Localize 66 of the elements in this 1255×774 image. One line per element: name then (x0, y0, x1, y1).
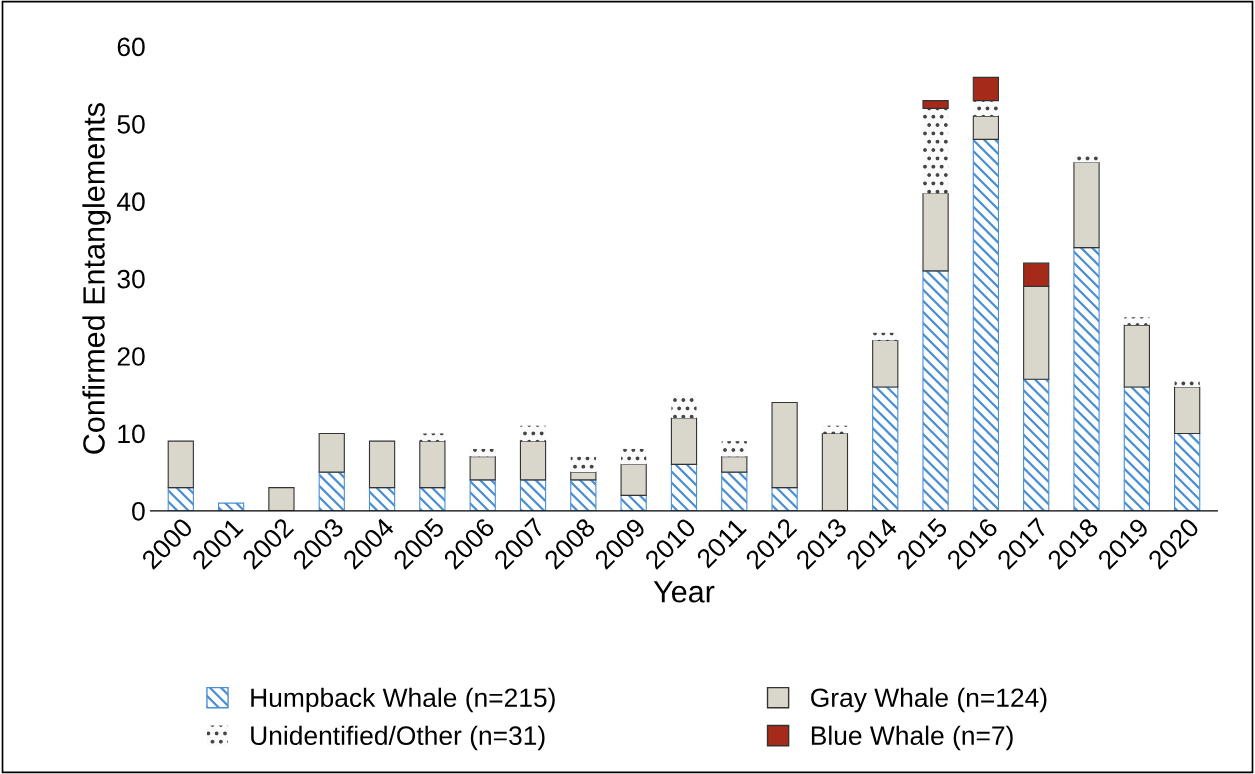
bar (1123, 324, 1150, 388)
legend-label: Unidentified/Other (n=31) (251, 725, 545, 751)
bar (1174, 432, 1201, 511)
bar (1124, 317, 1150, 326)
legend-label: Blue Whale (n=7) (811, 725, 1013, 751)
bar (268, 487, 295, 511)
bar (167, 440, 194, 489)
bar (368, 487, 396, 511)
bar (519, 479, 547, 511)
bar (1073, 247, 1100, 511)
bar (670, 417, 698, 465)
bar (1174, 379, 1200, 387)
bar (1023, 378, 1050, 511)
bar (570, 471, 597, 481)
bar (872, 340, 899, 388)
bar (1073, 161, 1100, 249)
bar (771, 487, 798, 511)
bar (972, 138, 1000, 511)
bar (771, 401, 798, 489)
bar (922, 100, 949, 109)
bar (872, 386, 899, 511)
y-tick-label: 20 (117, 347, 145, 366)
bar (419, 487, 446, 511)
bar (922, 270, 949, 511)
y-tick-label: 50 (117, 114, 145, 134)
bar (368, 440, 396, 489)
bar (318, 432, 345, 473)
y-tick-label: 0 (132, 501, 145, 521)
x-axis-title: Year (653, 581, 715, 603)
bar (670, 463, 698, 511)
bar (470, 448, 496, 457)
bar (469, 479, 496, 511)
y-tick-label: 40 (117, 192, 145, 212)
bar (217, 502, 245, 511)
bar (419, 440, 446, 489)
bar (972, 76, 1000, 102)
y-tick-label: 10 (118, 424, 145, 444)
bar (922, 192, 949, 272)
bar (570, 479, 597, 511)
bar (922, 108, 949, 194)
bar (318, 471, 345, 511)
bar (972, 115, 1000, 140)
y-axis-title: Confirmed Entanglements (82, 103, 111, 454)
bar (821, 432, 849, 511)
bar (620, 494, 647, 511)
bar (1174, 386, 1201, 434)
bar (469, 456, 496, 481)
bar (721, 456, 748, 473)
bar (520, 425, 546, 442)
bar (1073, 154, 1100, 163)
bar (721, 441, 747, 457)
y-tick-label: 60 (117, 37, 145, 57)
bar (419, 433, 445, 442)
bar (872, 332, 898, 341)
y-tick-label: 30 (117, 269, 145, 289)
bar (167, 487, 194, 511)
bar (973, 100, 999, 117)
legend-label: Gray Whale (n=124) (811, 687, 1047, 713)
bar (570, 456, 596, 473)
legend-label: Humpback Whale (n=215) (251, 687, 555, 713)
bar (822, 425, 848, 434)
bar (1123, 386, 1150, 511)
bar (721, 471, 748, 511)
bar (621, 448, 647, 465)
bar (519, 440, 547, 481)
bar (620, 463, 647, 496)
